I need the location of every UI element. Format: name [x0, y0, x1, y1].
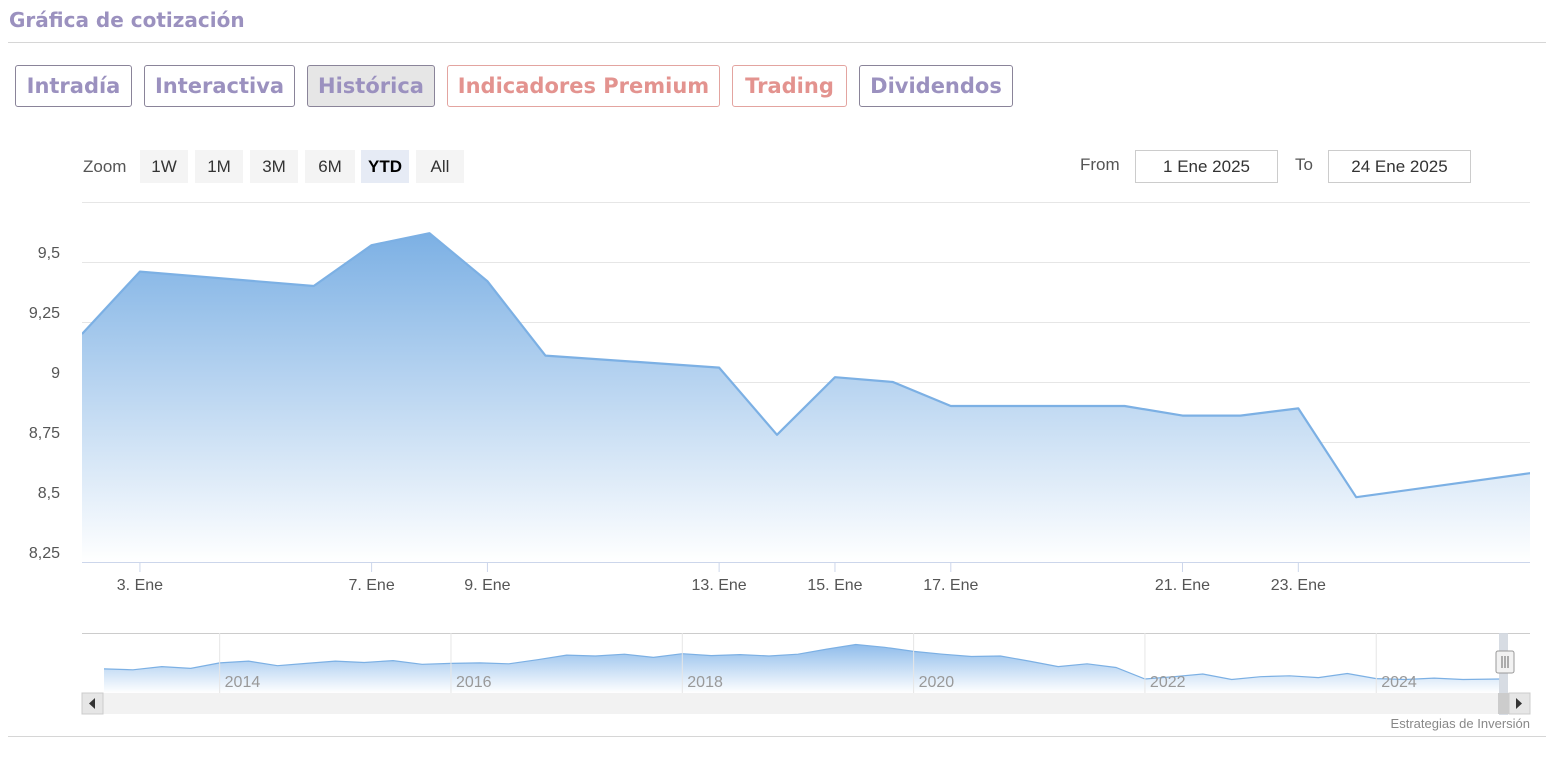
- y-tick-label: 9: [51, 365, 60, 382]
- navigator-line: [103, 643, 1501, 681]
- x-tick-label: 23. Ene: [1271, 577, 1326, 594]
- range-from-input[interactable]: 1 Ene 2025: [1135, 150, 1278, 183]
- range-to-input[interactable]: 24 Ene 2025: [1328, 150, 1471, 183]
- drag-handle-icon: [1495, 650, 1515, 674]
- x-tick-label: 17. Ene: [923, 577, 978, 594]
- y-tick-label: 9,5: [38, 245, 60, 262]
- tab-interactiva[interactable]: Interactiva: [144, 65, 295, 107]
- scrollbar-track: [82, 693, 1530, 714]
- zoom-1m-button[interactable]: 1M: [195, 150, 243, 183]
- navigator: 2014 2016 2018 2020 2022 2024: [81, 633, 1531, 715]
- grid-lines: [82, 202, 1530, 563]
- arrow-right-icon: [1516, 698, 1522, 709]
- x-tick-label: 3. Ene: [117, 577, 163, 594]
- x-tick-label: 21. Ene: [1155, 577, 1210, 594]
- tab-historica[interactable]: Histórica: [307, 65, 435, 107]
- scroll-left-button: [81, 692, 104, 715]
- scroll-right-button: [1508, 692, 1531, 715]
- zoom-3m-button[interactable]: 3M: [250, 150, 298, 183]
- chart-credit[interactable]: Estrategias de Inversión: [1390, 716, 1530, 731]
- zoom-ytd-button[interactable]: YTD: [361, 150, 409, 183]
- series-area-fill: [82, 233, 1530, 562]
- y-axis-labels: 8,25 8,5 8,75 9 9,25 9,5: [29, 245, 60, 562]
- y-tick-label: 8,75: [29, 425, 60, 442]
- navigator-selection: [1499, 633, 1508, 715]
- tab-dividendos[interactable]: Dividendos: [859, 65, 1013, 107]
- navigator-area: [104, 644, 1500, 693]
- arrow-left-icon: [89, 698, 95, 709]
- x-tick-label: 9. Ene: [464, 577, 510, 594]
- zoom-label: Zoom: [83, 157, 127, 176]
- zoom-all-button[interactable]: All: [416, 150, 464, 183]
- y-tick-label: 8,25: [29, 545, 60, 562]
- x-tick-label: 15. Ene: [807, 577, 862, 594]
- bottom-divider: [8, 736, 1546, 737]
- navigator-year-label: 2014: [225, 674, 261, 691]
- tab-trading[interactable]: Trading: [732, 65, 847, 107]
- range-to-label: To: [1295, 155, 1313, 174]
- zoom-6m-button[interactable]: 6M: [305, 150, 355, 183]
- x-axis: 3. Ene 7. Ene 9. Ene 13. Ene 15. Ene 17. Ene 2…: [82, 562, 1530, 594]
- x-tick-label: 7. Ene: [348, 577, 394, 594]
- title-divider: [8, 42, 1546, 43]
- zoom-1w-button[interactable]: 1W: [140, 150, 188, 183]
- navigator-year-label: 2022: [1150, 674, 1186, 691]
- scrollbar-thumb: [1498, 693, 1509, 714]
- navigator-year-label: 2016: [456, 674, 492, 691]
- range-from-label: From: [1080, 155, 1120, 174]
- tab-intradia[interactable]: Intradía: [15, 65, 132, 107]
- x-tick-label: 13. Ene: [692, 577, 747, 594]
- series-area: [82, 232, 1530, 562]
- series-line: [82, 232, 1530, 499]
- navigator-year-label: 2024: [1381, 674, 1417, 691]
- section-title: Gráfica de cotización: [9, 8, 245, 32]
- y-tick-label: 9,25: [29, 305, 60, 322]
- tab-indicadores-premium[interactable]: Indicadores Premium: [447, 65, 720, 107]
- y-tick-label: 8,5: [38, 485, 60, 502]
- navigator-year-label: 2018: [687, 674, 723, 691]
- navigator-year-label: 2020: [919, 674, 955, 691]
